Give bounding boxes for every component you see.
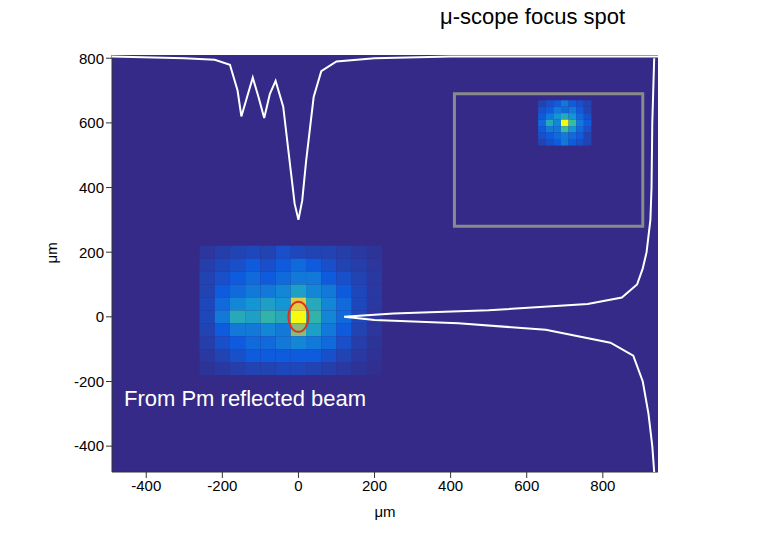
svg-text:μm: μm <box>374 503 395 520</box>
svg-text:-400: -400 <box>74 437 104 454</box>
html-text:μ-scope focus spot: μ-scope focus spot <box>440 4 626 29</box>
svg-text:200: 200 <box>362 477 387 494</box>
svg-text:600: 600 <box>79 114 104 131</box>
svg-text:400: 400 <box>79 179 104 196</box>
svg-text:-400: -400 <box>131 477 161 494</box>
svg-text:400: 400 <box>438 477 463 494</box>
html-text:From Pm reflected beam: From Pm reflected beam <box>124 386 367 411</box>
svg-text:0: 0 <box>96 308 104 325</box>
svg-text:μm: μm <box>43 242 60 263</box>
svg-text:800: 800 <box>79 50 104 67</box>
svg-text:600: 600 <box>514 477 539 494</box>
svg-text:200: 200 <box>79 244 104 261</box>
svg-text:-200: -200 <box>74 373 104 390</box>
svg-text:0: 0 <box>294 477 302 494</box>
svg-text:800: 800 <box>590 477 615 494</box>
svg-text:-200: -200 <box>207 477 237 494</box>
